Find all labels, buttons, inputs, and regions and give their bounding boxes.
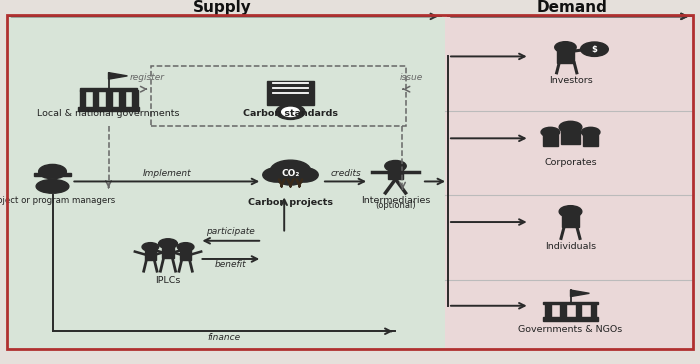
Circle shape [582, 127, 600, 137]
Circle shape [270, 160, 311, 181]
Circle shape [270, 167, 293, 178]
Text: CO₂: CO₂ [281, 169, 300, 178]
Bar [132, 90, 138, 107]
Text: Carbon standards: Carbon standards [243, 108, 338, 118]
Text: Demand: Demand [537, 0, 608, 15]
Bar [556, 49, 574, 63]
Circle shape [385, 161, 406, 171]
Circle shape [554, 41, 576, 53]
Text: Corporates: Corporates [544, 158, 597, 167]
Circle shape [276, 104, 305, 119]
Circle shape [177, 243, 194, 251]
Circle shape [281, 107, 300, 116]
Bar [162, 245, 174, 258]
Bar [542, 133, 558, 146]
Bar [92, 90, 99, 107]
Text: IPLCs: IPLCs [155, 276, 181, 285]
FancyBboxPatch shape [7, 15, 444, 349]
Text: $: $ [592, 45, 597, 54]
Bar [575, 304, 581, 317]
Bar [591, 304, 596, 317]
Text: Investors: Investors [549, 76, 592, 85]
Circle shape [38, 165, 66, 179]
Bar [34, 173, 71, 176]
Circle shape [262, 168, 290, 182]
Text: benefit: benefit [215, 260, 246, 269]
FancyBboxPatch shape [267, 81, 314, 105]
Bar [119, 90, 125, 107]
Text: Implement: Implement [143, 169, 191, 178]
Text: (optional): (optional) [375, 201, 416, 210]
Circle shape [158, 239, 178, 249]
Bar [80, 88, 136, 91]
Circle shape [290, 168, 318, 182]
Bar [180, 248, 191, 260]
Bar [78, 107, 139, 111]
Ellipse shape [36, 179, 69, 193]
Bar [561, 304, 566, 317]
Circle shape [142, 243, 159, 251]
Text: participate: participate [206, 227, 256, 236]
Circle shape [580, 42, 608, 56]
Text: Local & national governments: Local & national governments [37, 108, 180, 118]
Circle shape [559, 121, 582, 133]
Bar [388, 167, 403, 179]
Text: credits: credits [330, 169, 361, 178]
Text: Individuals: Individuals [545, 242, 596, 251]
Text: issue: issue [400, 73, 423, 82]
Bar [542, 301, 598, 304]
Text: Project or program managers: Project or program managers [0, 196, 116, 205]
Circle shape [559, 206, 582, 217]
Text: Carbon projects: Carbon projects [248, 198, 333, 207]
Polygon shape [108, 72, 127, 79]
Bar [561, 128, 580, 144]
Circle shape [288, 167, 312, 178]
Text: register: register [130, 73, 164, 82]
Text: Supply: Supply [193, 0, 251, 15]
Text: Intermediaries: Intermediaries [360, 196, 430, 205]
Bar [542, 317, 598, 321]
Circle shape [541, 127, 559, 137]
Text: Governments & NGOs: Governments & NGOs [519, 325, 622, 335]
Bar [145, 248, 156, 260]
Bar [545, 304, 551, 317]
Polygon shape [570, 290, 589, 297]
FancyBboxPatch shape [444, 15, 693, 349]
Bar [106, 90, 112, 107]
Bar [583, 133, 598, 146]
Bar [561, 213, 580, 227]
Bar [80, 90, 85, 107]
Text: finance: finance [207, 333, 241, 342]
Circle shape [275, 169, 306, 185]
